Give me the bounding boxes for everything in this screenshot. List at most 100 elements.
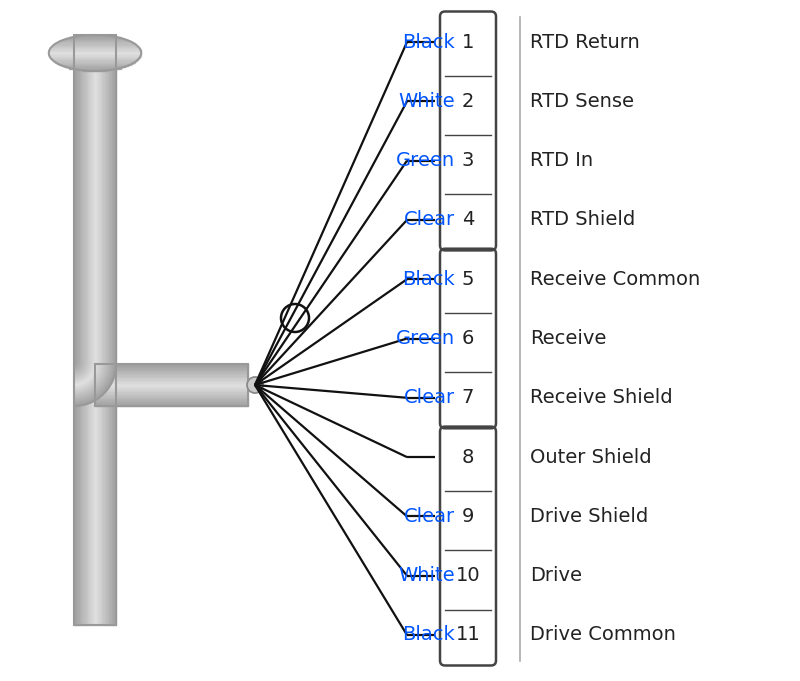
- Bar: [95, 367, 248, 368]
- Bar: [109, 35, 110, 625]
- Bar: [103, 35, 105, 625]
- Text: RTD Return: RTD Return: [530, 33, 640, 52]
- Bar: [92, 35, 94, 625]
- Bar: [86, 35, 88, 625]
- Text: White: White: [398, 92, 455, 111]
- Wedge shape: [74, 364, 78, 368]
- Wedge shape: [74, 364, 112, 402]
- Bar: [112, 35, 114, 625]
- Text: 8: 8: [462, 447, 474, 466]
- Bar: [95, 398, 248, 399]
- Bar: [95, 368, 248, 370]
- Text: Drive Shield: Drive Shield: [530, 507, 648, 526]
- Bar: [95, 370, 248, 371]
- Text: Clear: Clear: [404, 507, 455, 526]
- Wedge shape: [74, 364, 116, 406]
- Bar: [95, 366, 248, 367]
- Bar: [54, 60, 137, 61]
- Bar: [62, 39, 128, 41]
- Bar: [107, 35, 109, 625]
- Wedge shape: [74, 364, 92, 382]
- Bar: [49, 53, 141, 54]
- Bar: [70, 67, 121, 69]
- Bar: [52, 46, 138, 47]
- Wedge shape: [74, 364, 103, 394]
- Wedge shape: [74, 364, 82, 373]
- Bar: [54, 44, 137, 46]
- Wedge shape: [74, 364, 107, 398]
- Bar: [95, 364, 248, 406]
- Bar: [95, 374, 248, 375]
- Bar: [74, 35, 116, 625]
- Bar: [51, 58, 139, 59]
- Bar: [95, 373, 248, 374]
- Bar: [110, 35, 112, 625]
- Text: Black: Black: [402, 270, 455, 289]
- Bar: [52, 59, 138, 60]
- Bar: [95, 387, 248, 390]
- Text: Drive: Drive: [530, 566, 582, 585]
- Bar: [95, 392, 248, 394]
- Text: Clear: Clear: [404, 210, 455, 229]
- Bar: [51, 47, 139, 48]
- Wedge shape: [74, 364, 81, 371]
- Bar: [83, 69, 107, 71]
- Bar: [75, 35, 77, 625]
- Text: Receive: Receive: [530, 329, 606, 348]
- Bar: [97, 35, 98, 625]
- Text: RTD Sense: RTD Sense: [530, 92, 634, 111]
- Bar: [95, 382, 248, 383]
- Wedge shape: [74, 364, 97, 386]
- Text: 10: 10: [456, 566, 480, 585]
- Bar: [94, 35, 95, 625]
- Wedge shape: [74, 364, 114, 405]
- Text: Drive Common: Drive Common: [530, 626, 676, 644]
- Bar: [75, 36, 115, 37]
- Wedge shape: [74, 364, 91, 381]
- Bar: [95, 399, 248, 400]
- Wedge shape: [74, 364, 101, 391]
- Bar: [95, 35, 97, 625]
- Bar: [50, 48, 140, 50]
- Bar: [114, 35, 116, 625]
- Text: Black: Black: [402, 626, 455, 644]
- Wedge shape: [74, 364, 79, 370]
- Bar: [74, 35, 75, 625]
- Bar: [95, 371, 248, 373]
- Bar: [91, 35, 92, 625]
- Bar: [95, 400, 248, 402]
- Wedge shape: [74, 364, 105, 395]
- Text: 9: 9: [462, 507, 474, 526]
- Bar: [95, 379, 248, 381]
- Text: 5: 5: [462, 270, 474, 289]
- Wedge shape: [74, 364, 98, 387]
- Bar: [78, 35, 80, 625]
- Bar: [84, 35, 86, 625]
- Wedge shape: [74, 364, 95, 385]
- Bar: [95, 405, 248, 406]
- Bar: [57, 42, 133, 44]
- Wedge shape: [74, 364, 102, 392]
- Circle shape: [247, 377, 263, 393]
- Bar: [95, 375, 248, 377]
- Bar: [105, 35, 106, 625]
- Text: 11: 11: [456, 626, 480, 644]
- Bar: [66, 66, 125, 67]
- Bar: [59, 64, 130, 65]
- Bar: [101, 35, 102, 625]
- Bar: [49, 50, 141, 52]
- Text: 4: 4: [462, 210, 474, 229]
- Bar: [95, 385, 248, 386]
- Bar: [95, 378, 248, 379]
- Bar: [49, 54, 141, 55]
- Bar: [90, 35, 91, 625]
- Text: Clear: Clear: [404, 388, 455, 407]
- Bar: [50, 55, 141, 57]
- Wedge shape: [74, 364, 86, 375]
- Wedge shape: [74, 364, 75, 366]
- Wedge shape: [74, 364, 88, 378]
- Wedge shape: [74, 364, 114, 403]
- Text: RTD Shield: RTD Shield: [530, 210, 635, 229]
- Wedge shape: [74, 364, 94, 383]
- Bar: [95, 402, 248, 403]
